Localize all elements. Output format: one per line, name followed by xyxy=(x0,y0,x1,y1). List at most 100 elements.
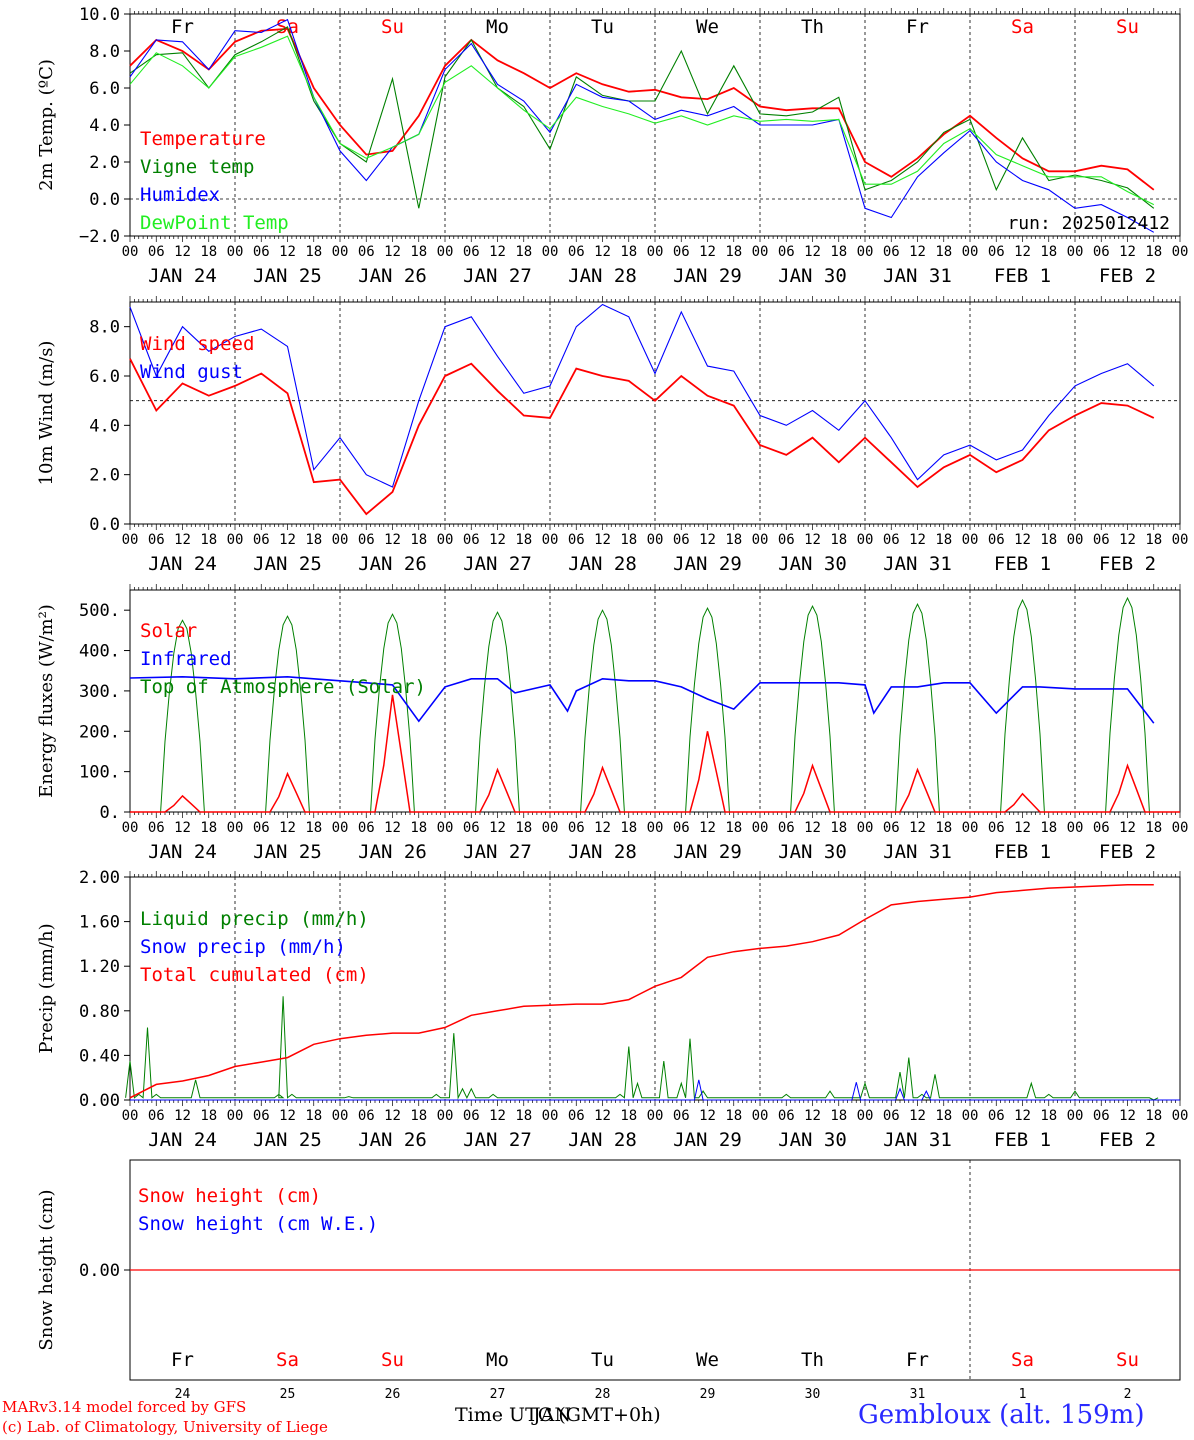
hour-label: 18 xyxy=(200,244,217,260)
hour-label: 06 xyxy=(463,532,480,548)
date-label: JAN 30 xyxy=(778,841,847,863)
date-label: JAN 31 xyxy=(883,553,952,575)
y-tick-label: 400. xyxy=(79,642,120,662)
legend-top-of-atmosphere-solar-: Top of Atmosphere (Solar) xyxy=(140,676,426,698)
series-solar xyxy=(550,765,655,813)
hour-label: 12 xyxy=(489,532,506,548)
bottom-day-number: 30 xyxy=(805,1387,821,1402)
y-axis-label: Snow height (cm) xyxy=(36,1189,57,1350)
bottom-day-name: Su xyxy=(1116,1349,1139,1371)
y-tick-label: 4.0 xyxy=(89,116,120,136)
date-label: FEB 1 xyxy=(994,841,1051,863)
hour-label: 06 xyxy=(988,532,1005,548)
y-tick-label: 6.0 xyxy=(89,367,120,387)
hour-label: 00 xyxy=(437,244,454,260)
hour-label: 00 xyxy=(542,244,559,260)
day-name: Mo xyxy=(486,16,509,38)
hour-label: 18 xyxy=(200,820,217,836)
hour-label: 18 xyxy=(515,244,532,260)
y-tick-label: 0.00 xyxy=(79,1091,120,1111)
hour-label: 12 xyxy=(909,244,926,260)
hour-label: 06 xyxy=(148,532,165,548)
hour-label: 00 xyxy=(857,820,874,836)
series-solar xyxy=(970,792,1075,813)
hour-label: 06 xyxy=(253,820,270,836)
legend-solar: Solar xyxy=(140,620,197,642)
hour-label: 12 xyxy=(699,1108,716,1124)
y-tick-label: 2.0 xyxy=(89,466,120,486)
hour-label: 06 xyxy=(988,1108,1005,1124)
hour-label: 00 xyxy=(857,532,874,548)
date-label: JAN 30 xyxy=(778,553,847,575)
hour-label: 06 xyxy=(883,532,900,548)
hour-label: 06 xyxy=(883,820,900,836)
series-snow-precip xyxy=(130,1079,1180,1101)
date-label: JAN 24 xyxy=(148,553,217,575)
legend-snow-height-cm-w-e-: Snow height (cm W.E.) xyxy=(138,1213,378,1235)
bottom-day-name: We xyxy=(696,1349,719,1371)
hour-label: 12 xyxy=(279,244,296,260)
day-name: Su xyxy=(1116,16,1139,38)
hour-label: 00 xyxy=(437,1108,454,1124)
hour-label: 12 xyxy=(489,1108,506,1124)
hour-label: 12 xyxy=(1014,820,1031,836)
hour-label: 12 xyxy=(279,532,296,548)
y-tick-label: 0.80 xyxy=(79,1002,120,1022)
date-label: JAN 29 xyxy=(673,265,742,287)
series-toa-solar xyxy=(790,604,835,813)
date-label: JAN 24 xyxy=(148,265,217,287)
panel-2: 8.0 6.0 4.0 2.0 0.0 10m Wind (m/s) 00 06 12 18 00 0… xyxy=(36,296,1188,575)
date-label: JAN 28 xyxy=(568,841,637,863)
hour-label: 00 xyxy=(122,532,139,548)
hour-label: 06 xyxy=(463,820,480,836)
hour-label: 18 xyxy=(935,820,952,836)
hour-label: 00 xyxy=(647,244,664,260)
hour-label: 12 xyxy=(804,820,821,836)
hour-label: 00 xyxy=(122,1108,139,1124)
legend-wind-speed: Wind speed xyxy=(140,333,254,355)
hour-label: 00 xyxy=(962,820,979,836)
hour-label: 06 xyxy=(673,532,690,548)
hour-label: 18 xyxy=(515,1108,532,1124)
hour-label: 00 xyxy=(227,244,244,260)
hour-label: 18 xyxy=(830,244,847,260)
y-tick-label: 0.0 xyxy=(89,515,120,535)
hour-label: 12 xyxy=(279,1108,296,1124)
hour-label: 12 xyxy=(699,244,716,260)
bottom-day-name: Su xyxy=(381,1349,404,1371)
series-vigne-temp xyxy=(129,26,1155,209)
hour-label: 00 xyxy=(857,1108,874,1124)
hour-label: 18 xyxy=(830,820,847,836)
bottom-day-number: 24 xyxy=(175,1387,191,1402)
series-toa-solar xyxy=(1000,598,1045,813)
hour-label: 06 xyxy=(778,244,795,260)
hour-label: 12 xyxy=(1014,1108,1031,1124)
y-tick-label: 200. xyxy=(79,722,120,742)
date-label: JAN 30 xyxy=(778,265,847,287)
bottom-day-name: Fr xyxy=(171,1349,194,1371)
hour-label: 18 xyxy=(410,820,427,836)
hour-label: 00 xyxy=(962,244,979,260)
bottom-day-name: Th xyxy=(801,1349,824,1371)
hour-label: 12 xyxy=(1119,1108,1136,1124)
legend-dewpoint-temp: DewPoint Temp xyxy=(140,212,289,234)
date-label: JAN 29 xyxy=(673,553,742,575)
series-wind-speed xyxy=(129,358,1155,516)
series-temperature xyxy=(129,27,1155,191)
hour-label: 18 xyxy=(620,532,637,548)
hour-label: 06 xyxy=(148,820,165,836)
series-solar xyxy=(130,794,235,813)
y-tick-label: 0.00 xyxy=(79,1261,120,1281)
date-label: JAN 26 xyxy=(358,841,427,863)
series-solar xyxy=(445,767,550,813)
hour-label: 06 xyxy=(1093,244,1110,260)
date-label: JAN 29 xyxy=(673,841,742,863)
series-toa-solar xyxy=(580,609,625,813)
date-label: JAN 28 xyxy=(568,265,637,287)
date-label: JAN 26 xyxy=(358,1129,427,1151)
hour-label: 12 xyxy=(594,244,611,260)
hour-label: 00 xyxy=(857,244,874,260)
hour-label: 18 xyxy=(410,1108,427,1124)
bottom-day-number: 28 xyxy=(595,1387,611,1402)
hour-label: 12 xyxy=(1119,244,1136,260)
